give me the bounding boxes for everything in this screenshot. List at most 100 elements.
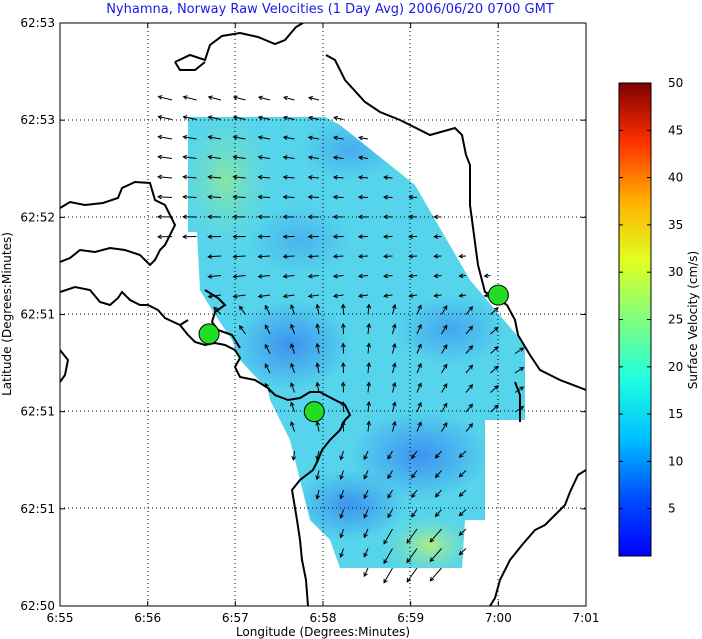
velocity-vector-head bbox=[391, 420, 397, 426]
velocity-vector-head bbox=[257, 214, 263, 220]
velocity-vector bbox=[283, 136, 295, 140]
velocity-vector bbox=[416, 324, 422, 335]
velocity-vector-head bbox=[232, 293, 238, 299]
velocity-vector bbox=[409, 275, 418, 277]
velocity-vector bbox=[363, 567, 369, 577]
velocity-vector bbox=[416, 383, 422, 393]
velocity-vector-head bbox=[307, 214, 313, 220]
velocity-vector bbox=[435, 509, 442, 517]
velocity-vector bbox=[358, 156, 369, 159]
velocity-vector bbox=[490, 326, 499, 335]
velocity-vector-head bbox=[257, 135, 263, 140]
velocity-vector-head bbox=[434, 512, 440, 518]
x-axis-label: Longitude (Degrees:Minutes) bbox=[236, 625, 410, 639]
velocity-vector bbox=[411, 470, 418, 479]
velocity-vector bbox=[316, 304, 320, 315]
velocity-vector bbox=[441, 305, 448, 315]
velocity-vector-head bbox=[232, 214, 238, 220]
velocity-vector-head bbox=[363, 572, 368, 578]
station-west-marker bbox=[198, 323, 220, 345]
velocity-vector bbox=[367, 324, 370, 335]
velocity-vector bbox=[392, 363, 396, 374]
velocity-vector bbox=[333, 116, 344, 120]
velocity-vector-head bbox=[282, 234, 288, 240]
velocity-vector-head bbox=[264, 382, 269, 388]
velocity-vector bbox=[358, 176, 369, 179]
velocity-vector-head bbox=[340, 420, 346, 426]
velocity-vector-head bbox=[282, 194, 288, 200]
velocity-vector bbox=[316, 421, 320, 432]
velocity-vector-head bbox=[357, 214, 363, 220]
velocity-vector-head bbox=[519, 405, 525, 411]
velocity-vector bbox=[183, 176, 197, 179]
velocity-vector-head bbox=[357, 175, 363, 180]
velocity-vector bbox=[290, 343, 295, 354]
velocity-vector bbox=[514, 367, 524, 374]
velocity-vector-head bbox=[207, 234, 213, 240]
velocity-vector-head bbox=[315, 303, 321, 309]
velocity-vector-head bbox=[257, 254, 263, 259]
velocity-vector-head bbox=[458, 453, 464, 458]
velocity-vector-head bbox=[519, 366, 525, 372]
velocity-vector-head bbox=[434, 473, 440, 479]
velocity-vector bbox=[233, 294, 246, 298]
velocity-vector-head bbox=[290, 382, 295, 388]
velocity-vector bbox=[441, 325, 448, 335]
velocity-vector-head bbox=[411, 493, 416, 499]
velocity-vector-head bbox=[207, 115, 213, 120]
coastline-west-lower bbox=[60, 285, 352, 606]
velocity-vector-head bbox=[468, 384, 474, 389]
velocity-vector-head bbox=[290, 304, 295, 310]
velocity-vector-head bbox=[387, 454, 392, 460]
velocity-vector bbox=[434, 275, 442, 277]
velocity-vector bbox=[239, 325, 246, 335]
velocity-vector-head bbox=[232, 234, 238, 240]
velocity-vector-head bbox=[433, 293, 439, 298]
velocity-vector bbox=[340, 509, 344, 519]
velocity-vector bbox=[333, 275, 344, 277]
velocity-vector bbox=[383, 567, 393, 583]
coastline-south-east bbox=[489, 381, 586, 606]
velocity-vector bbox=[465, 345, 473, 354]
velocity-vector-head bbox=[157, 214, 162, 220]
velocity-vector bbox=[387, 509, 393, 518]
velocity-vector bbox=[183, 196, 197, 198]
velocity-vector-head bbox=[232, 254, 238, 259]
velocity-vector-head bbox=[232, 95, 238, 101]
y-axis: 62:50 62:51 62:51 62:51 62:52 62:53 62:53 bbox=[20, 16, 586, 613]
velocity-vector bbox=[406, 528, 418, 544]
velocity-vector bbox=[429, 548, 442, 562]
velocity-vector-head bbox=[157, 114, 163, 120]
velocity-vector-head bbox=[411, 454, 416, 460]
velocity-vector bbox=[363, 489, 369, 499]
velocity-vector-head bbox=[366, 401, 372, 406]
velocity-vector-head bbox=[408, 194, 414, 200]
coastline-west-upper bbox=[60, 180, 177, 267]
velocity-vector bbox=[358, 275, 369, 277]
x-tick-label: 6:57 bbox=[222, 611, 249, 625]
velocity-vector-head bbox=[417, 304, 422, 310]
velocity-vector-head bbox=[315, 362, 321, 368]
velocity-vector bbox=[233, 176, 246, 179]
velocity-vector bbox=[264, 324, 271, 335]
velocity-vector bbox=[429, 567, 442, 582]
velocity-vector-head bbox=[290, 343, 295, 349]
velocity-vector-head bbox=[232, 194, 238, 200]
velocity-vector-head bbox=[157, 154, 163, 160]
velocity-vector bbox=[258, 96, 271, 101]
velocity-vector bbox=[333, 255, 344, 258]
velocity-vector bbox=[459, 528, 467, 536]
velocity-vector bbox=[367, 421, 370, 432]
velocity-vector bbox=[333, 156, 344, 159]
velocity-vector-head bbox=[391, 323, 397, 329]
y-tick-label: 62:51 bbox=[20, 502, 55, 516]
velocity-vector-head bbox=[358, 135, 364, 141]
velocity-vector-head bbox=[339, 455, 344, 461]
velocity-vector-head bbox=[468, 325, 474, 331]
colorbar-tick-label: 25 bbox=[668, 313, 683, 327]
velocity-vector bbox=[435, 450, 442, 459]
colorbar-tick-label: 15 bbox=[668, 407, 683, 421]
colorbar-tick-label: 30 bbox=[668, 265, 683, 279]
velocity-vector-head bbox=[290, 362, 295, 368]
velocity-vector bbox=[514, 406, 524, 413]
